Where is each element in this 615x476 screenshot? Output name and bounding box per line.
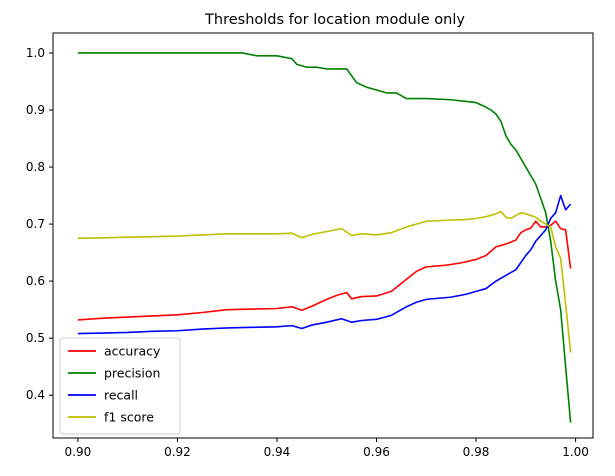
legend-label-recall: recall bbox=[104, 388, 138, 403]
y-tick-label: 1.0 bbox=[26, 46, 45, 60]
y-tick-label: 0.7 bbox=[26, 217, 45, 231]
series-layer bbox=[77, 52, 572, 423]
legend-label-accuracy: accuracy bbox=[104, 344, 161, 359]
series-line-recall bbox=[77, 194, 572, 335]
y-tick-label: 0.8 bbox=[26, 160, 45, 174]
plot-frame bbox=[52, 32, 594, 439]
chart-title: Thresholds for location module only bbox=[204, 12, 465, 28]
y-tick-label: 0.4 bbox=[26, 388, 45, 402]
legend-label-precision: precision bbox=[104, 366, 160, 381]
x-tick-label: 0.96 bbox=[363, 445, 390, 459]
y-tick-label: 0.6 bbox=[26, 274, 45, 288]
legend-label-f1-score: f1 score bbox=[104, 410, 154, 425]
x-tick-label: 0.94 bbox=[264, 445, 291, 459]
x-tick-label: 0.92 bbox=[164, 445, 191, 459]
legend-box bbox=[59, 337, 181, 435]
y-tick-label: 0.5 bbox=[26, 331, 45, 345]
axes-layer: 0.90 0.92 0.94 0.96 0.98 1.00 0.4 0.5 0.6 0.7 0.8 0… bbox=[26, 32, 594, 459]
series-line-f1-score bbox=[77, 210, 572, 353]
x-tick-label: 0.98 bbox=[463, 445, 490, 459]
legend: accuracy precision recall f1 score bbox=[59, 337, 181, 435]
series-line-accuracy bbox=[77, 220, 572, 321]
x-tick-label: 0.90 bbox=[65, 445, 92, 459]
y-tick-label: 0.9 bbox=[26, 103, 45, 117]
x-tick-label: 1.00 bbox=[562, 445, 589, 459]
series-line-precision bbox=[77, 52, 572, 423]
